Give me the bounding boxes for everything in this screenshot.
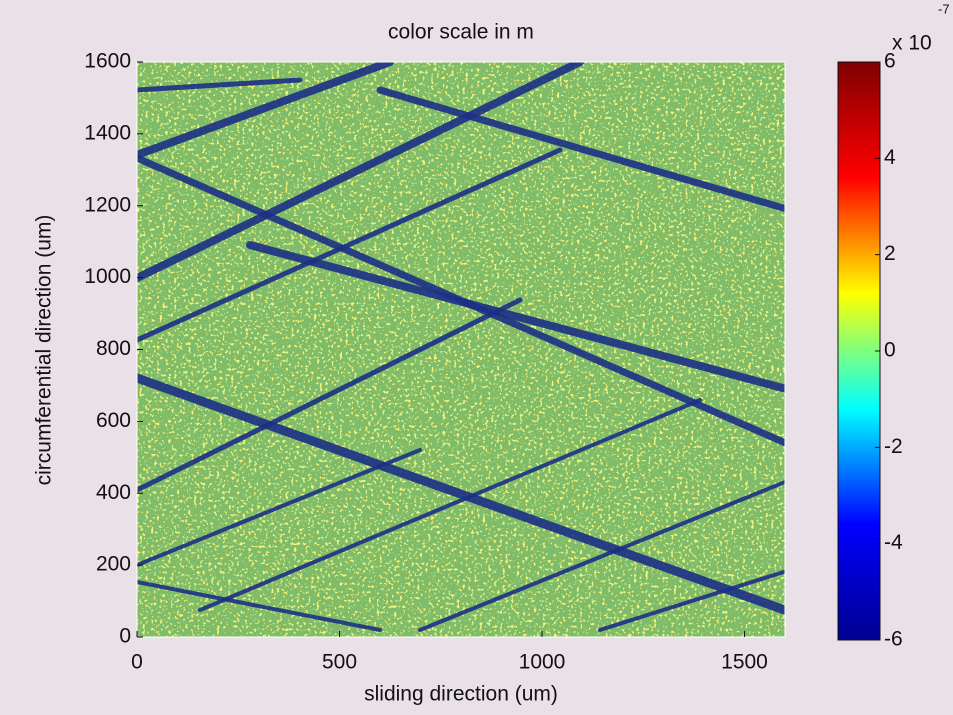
y-tick-label: 0 (119, 625, 131, 648)
colorbar-tick-label: 4 (884, 146, 896, 169)
colorbar-tick-label: 2 (884, 242, 896, 265)
y-tick-label: 800 (96, 337, 131, 360)
y-tick-label: 1400 (84, 121, 131, 144)
colorbar-tick-label: -2 (884, 435, 903, 458)
x-tick-label: 1000 (519, 651, 566, 674)
colorbar-tick-label: 0 (884, 339, 896, 362)
y-tick-label: 1600 (84, 50, 131, 73)
colorbar-tick-label: -4 (884, 531, 903, 554)
y-tick-label: 600 (96, 409, 131, 432)
colorbar-tick-label: 6 (884, 50, 896, 73)
y-tick-label: 1000 (84, 265, 131, 288)
surface-speckle (137, 62, 785, 637)
chart: color scale in m sliding direction (um) … (0, 0, 953, 715)
y-tick-label: 400 (96, 481, 131, 504)
chart-title: color scale in m (388, 21, 534, 44)
colorbar-tick-label: -6 (884, 628, 903, 651)
surface-map (137, 62, 790, 637)
y-axis-label: circumferential direction (um) (33, 215, 56, 486)
x-tick-label: 0 (131, 651, 143, 674)
x-tick-label: 500 (322, 651, 357, 674)
colorbar-label: x 10 (892, 32, 932, 55)
colorbar (838, 62, 880, 640)
x-axis-label: sliding direction (um) (364, 683, 558, 706)
colorbar-exponent: -7 (938, 1, 950, 16)
y-tick-label: 1200 (84, 193, 131, 216)
y-tick-label: 200 (96, 553, 131, 576)
x-tick-label: 1500 (721, 651, 768, 674)
